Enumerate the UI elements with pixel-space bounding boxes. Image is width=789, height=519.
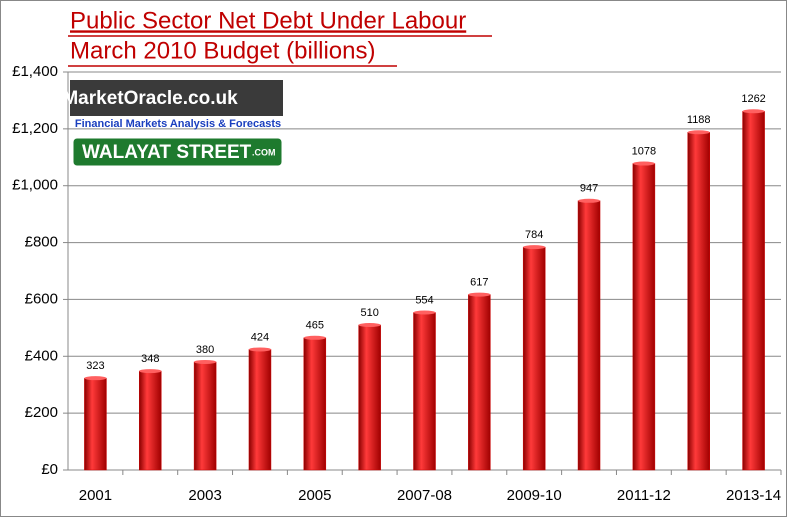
bar-top [194,359,217,364]
bar-top [687,130,710,135]
x-tick-label: 2001 [79,487,112,504]
bar-top [248,347,271,352]
data-label: 465 [306,320,324,332]
bar [687,132,710,471]
bar [358,324,381,471]
logo-tagline: Financial Markets Analysis & Forecasts [75,118,281,130]
data-label: 1188 [687,114,711,126]
street-sign-suffix: .COM [252,147,276,157]
bar [84,377,107,471]
data-label: 784 [525,229,543,241]
data-label: 510 [360,307,378,319]
x-tick-label: 2009-10 [507,487,562,504]
bar-top [413,310,436,315]
x-tick-label: 2011-12 [617,487,671,504]
bar-top [578,198,601,203]
data-label: 424 [251,331,269,343]
bar-top [84,376,107,381]
bar-top [139,369,162,374]
y-tick-label: £800 [25,234,58,251]
x-tick-label: 2013-14 [726,487,781,504]
bar [193,361,217,471]
data-label: 947 [580,183,598,195]
bar-top [523,245,546,250]
bar [632,163,656,471]
chart-title: Public Sector Net Debt Under Labour [70,7,466,34]
bar [139,370,162,471]
logo-text: MarketOracle.co.uk [62,88,238,109]
y-tick-label: £1,400 [12,63,58,80]
logo-box [70,80,283,116]
bar [522,246,546,471]
data-label: 554 [415,294,433,306]
y-tick-label: £200 [25,404,58,421]
y-tick-label: £1,200 [12,120,58,137]
bar-top [358,323,381,328]
bar-top [303,335,326,340]
plot-area: £0 £200 £400 £600 £800 £1,000 £1,200 £1,400 2001… [12,63,782,504]
street-sign [72,137,283,167]
street-sign-text: WALAYAT STREET [82,142,252,163]
data-label: 380 [196,344,214,356]
x-tick-label: 2003 [188,487,221,504]
chart-subtitle: March 2010 Budget (billions) [70,37,376,64]
y-tick-label: £1,000 [12,177,58,194]
data-label: 323 [86,360,104,372]
data-label: 1078 [632,145,656,157]
y-tick-label: £400 [25,347,58,364]
data-label: 348 [141,353,159,365]
y-tick-label: £0 [41,461,58,478]
bar [468,294,491,471]
data-label: 617 [470,277,488,289]
bar [742,110,765,471]
y-tick-label: £600 [25,290,58,307]
data-label: 1262 [741,93,765,105]
bar [413,312,436,471]
bar [248,349,272,471]
x-tick-label: 2007-08 [397,487,452,504]
bar-top [468,292,491,297]
bar-top [742,109,765,114]
x-tick-label: 2005 [298,487,331,504]
bar [303,337,327,471]
bar-top [632,161,655,166]
bar [577,200,601,471]
